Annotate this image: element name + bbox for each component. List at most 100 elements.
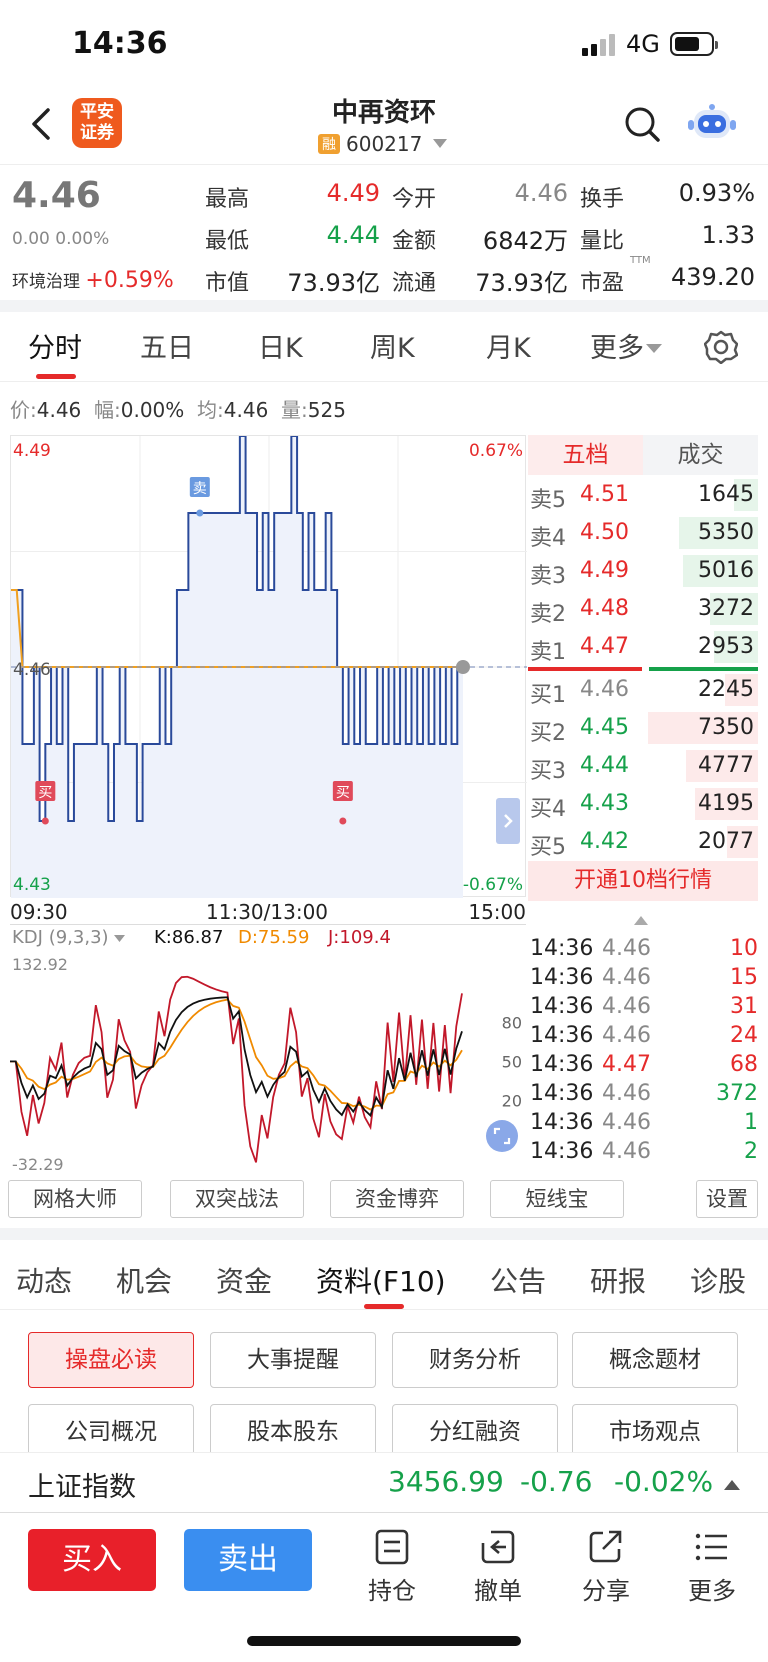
trade-volume: 68 [730,1052,758,1077]
ask-row[interactable]: 卖5 4.51 1645 [528,476,758,514]
info-tab-3[interactable]: 资料(F10) [316,1265,446,1298]
volume-bar [714,631,758,663]
tool-button-3[interactable]: 短线宝 [490,1180,624,1218]
info-tab-2[interactable]: 资金 [216,1265,273,1298]
active-tab-indicator [364,1304,404,1309]
tab-5[interactable]: 更多 [590,326,662,365]
kdj-chart[interactable]: 80 50 20 132.92 -32.29 [10,950,526,1174]
level-price: 4.51 [580,482,629,507]
intraday-chart[interactable]: 4.49 4.46 4.43 0.67% -0.67% 卖买 买 [10,435,527,898]
trade-marker[interactable] [35,781,56,801]
stock-code-selector[interactable]: 融 600217 [318,132,447,156]
positions-button[interactable]: 持仓 [352,1529,432,1606]
tab-0[interactable]: 分时 [28,333,82,364]
trade-row: 14:36 4.47 68 [530,1052,758,1081]
cancel-order-button[interactable]: 撤单 [458,1529,538,1606]
ask-row[interactable]: 卖1 4.47 2953 [528,628,758,666]
info-tab-4[interactable]: 公告 [490,1265,547,1298]
level-price: 4.45 [580,715,629,740]
y-low-label: 4.43 [13,875,51,895]
kdj-k-line [10,996,463,1118]
expand-panel-handle[interactable] [496,798,520,844]
info-tab-5[interactable]: 研报 [590,1265,647,1298]
trades-scroll-up-icon[interactable] [634,910,648,929]
gear-icon[interactable] [704,330,738,364]
bid-row[interactable]: 买5 4.42 2077 [528,823,758,861]
trade-time: 14:36 [530,1023,594,1048]
f10-button-2[interactable]: 财务分析 [392,1332,558,1388]
tool-button-1[interactable]: 双突战法 [170,1180,304,1218]
tab-3[interactable]: 周K [370,333,415,364]
trade-row: 14:36 4.46 10 [530,936,758,965]
bid-row[interactable]: 买4 4.43 4195 [528,785,758,823]
bid-row[interactable]: 买2 4.45 7350 [528,709,758,747]
y-high-label: 4.49 [13,441,51,461]
trade-row: 14:36 4.46 2 [530,1139,758,1168]
caret-down-icon [432,139,447,148]
level-volume: 1645 [698,482,754,507]
divider [0,1228,768,1240]
bid-row[interactable]: 买3 4.44 4777 [528,747,758,785]
trade-price: 4.46 [602,936,651,961]
ask-row[interactable]: 卖2 4.48 3272 [528,590,758,628]
f10-button-5[interactable]: 股本股东 [210,1404,376,1460]
stock-name[interactable]: 中再资环 [331,98,436,128]
back-icon[interactable] [22,104,62,144]
quote-label: 量比 [580,229,625,254]
more-button[interactable]: 更多 [672,1529,752,1606]
tab-4[interactable]: 月K [486,333,531,364]
home-indicator[interactable] [247,1636,521,1646]
quote-label: 金额 [392,229,437,254]
search-icon[interactable] [622,104,662,144]
y-mid-label: 4.46 [13,660,51,680]
tab-1[interactable]: 五日 [140,333,194,364]
trade-marker[interactable] [332,781,353,801]
ask-row[interactable]: 卖4 4.50 5350 [528,514,758,552]
sector-change[interactable]: 环境治理 +0.59% [12,268,174,293]
bid-row[interactable]: 买1 4.46 2245 [528,671,758,709]
header: 平安 证券 中再资环 融 600217 [0,86,768,164]
ask-row[interactable]: 卖3 4.49 5016 [528,552,758,590]
tool-button-0[interactable]: 网格大师 [8,1180,142,1218]
trade-price: 4.47 [602,1052,651,1077]
buy-button[interactable]: 买入 [28,1529,156,1591]
info-tab-1[interactable]: 机会 [116,1265,173,1298]
signal-icon [582,34,618,56]
level-price: 4.42 [580,829,629,854]
f10-button-1[interactable]: 大事提醒 [210,1332,376,1388]
tab-order-levels[interactable]: 五档 [528,435,643,475]
index-bar[interactable]: 上证指数 3456.99 -0.76 -0.02% [0,1452,768,1512]
list-icon [695,1533,727,1561]
network-label: 4G [626,30,660,58]
share-button[interactable]: 分享 [566,1529,646,1606]
info-tab-0[interactable]: 动态 [16,1265,73,1298]
document-icon [375,1529,409,1565]
trade-marker[interactable] [189,477,210,497]
f10-button-0[interactable]: 操盘必读 [28,1332,194,1388]
trade-marker-label: 卖 [193,481,207,497]
tool-button-4[interactable]: 设置 [696,1180,758,1218]
kdj-chart-svg: 80 50 20 132.92 -32.29 [10,955,522,1174]
trade-volume: 1 [744,1110,758,1135]
quote-label: 换手 [580,187,625,212]
caret-up-icon[interactable] [724,1479,740,1490]
quote-value: 6842万 [482,227,568,255]
fullscreen-icon[interactable] [486,1120,518,1152]
tab-trades[interactable]: 成交 [643,435,758,475]
trade-marker-dot [196,509,204,517]
ai-assistant-icon[interactable] [688,102,736,146]
sell-button[interactable]: 卖出 [184,1529,312,1591]
f10-button-3[interactable]: 概念题材 [572,1332,738,1388]
tab-2[interactable]: 日K [258,333,303,364]
level-label: 买5 [530,835,566,860]
indicator-selector[interactable]: KDJ (9,3,3) [12,927,126,948]
info-tab-6[interactable]: 诊股 [690,1265,747,1298]
kdj-tick-label: 50 [502,1052,522,1071]
tool-button-2[interactable]: 资金博弈 [330,1180,464,1218]
quote-panel: 4.46 0.00 0.00% 环境治理 +0.59% 最高 4.49 今开 4.46… [0,164,768,300]
kdj-d-value: D:75.59 [238,927,310,948]
trade-time: 14:36 [530,994,594,1019]
upgrade-10-levels-button[interactable]: 开通10档行情 [528,861,758,901]
chart-tabs: 分时 五日 日K 周K 月K 更多 [0,312,768,382]
trade-time: 14:36 [530,965,594,990]
